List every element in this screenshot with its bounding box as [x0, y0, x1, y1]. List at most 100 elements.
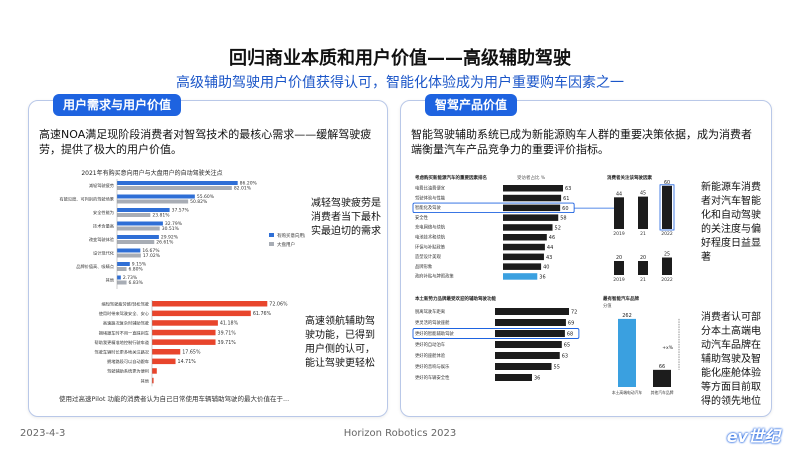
bar — [503, 214, 559, 221]
data-label: 55.60% — [197, 194, 215, 200]
data-label: 32.79% — [165, 221, 183, 227]
data-label: 37.57% — [172, 208, 190, 214]
data-label: 20 — [616, 255, 622, 261]
bar — [117, 226, 160, 231]
category-label: 拥堵路段可以自动跟车 — [107, 358, 149, 365]
data-label: 20 — [640, 255, 646, 261]
bar — [503, 243, 545, 251]
category-label: 充电网络与续航 — [415, 224, 446, 231]
data-label: 72 — [571, 310, 577, 316]
category-label: 政府补贴与牌照政策 — [415, 273, 454, 280]
category-label: 其他 — [106, 277, 115, 284]
bar — [117, 248, 141, 253]
bar — [614, 197, 624, 229]
pilot-note: 高速领航辅助驾驶功能，已得到用户侧的认可，能让驾驶更轻松 — [305, 316, 375, 369]
category-label: 帮助我更精准地控制行驶车道 — [95, 339, 150, 346]
chart-title: 本土新势力品牌最受欢迎的辅助驾驶功能 — [415, 295, 496, 302]
data-label: 30.51% — [162, 226, 180, 232]
data-label: 61 — [563, 196, 569, 202]
category-label: 安全性 — [415, 214, 429, 221]
value-chart-svg: 缩短驾驶疲劳感/轻松驾驶 72.06% 使用时带来驾驶安全、安心 61.76% 高速路况… — [95, 300, 288, 387]
highlight-box — [659, 184, 675, 231]
data-label: 69 — [568, 321, 574, 327]
data-label: 26.61% — [156, 240, 174, 246]
chart-title: 最有智能汽车品牌 — [603, 295, 639, 302]
bar — [117, 280, 127, 285]
category-label: 更好的座舱体验 — [415, 352, 446, 359]
highlight-box — [412, 328, 580, 339]
bar — [495, 308, 569, 315]
tick-label: 2019 — [613, 277, 625, 283]
data-label: 39.71% — [218, 340, 237, 346]
category-label: 驾驶车辆时长更多地关注路况 — [95, 349, 150, 356]
value-chart: 缩短驾驶疲劳感/轻松驾驶 72.06% 使用时带来驾驶安全、安心 61.76% 高速路况… — [47, 298, 305, 390]
product-value-panel: 智驾产品价值 智能驾驶辅助系统已成为新能源购车人群的重要决策依据，成为消费者端衡… — [400, 94, 772, 417]
bar — [117, 275, 121, 280]
data-label: 36 — [539, 274, 545, 280]
data-label: 262 — [622, 313, 632, 319]
tick-label: 21 — [640, 231, 646, 237]
data-label: 66 — [659, 364, 665, 370]
purchase-factor-svg: 考虑购买新能源汽车的重要因素排名 受访者占比 % 电费比油费便宜 63 驾驶体验与性能 6… — [412, 174, 675, 283]
user-value-tab: 用户需求与用户价值 — [53, 94, 182, 116]
category-label: 电费比油费便宜 — [415, 185, 446, 192]
footer-date: 2023-4-3 — [20, 428, 66, 439]
data-label: 44 — [547, 245, 553, 251]
category-label: 造型设计美观 — [415, 253, 441, 260]
bar — [618, 318, 636, 387]
bar — [117, 199, 189, 204]
bar — [152, 377, 154, 384]
bar — [117, 186, 232, 190]
bar — [495, 374, 532, 381]
category-label: 缩短驾驶疲劳感/轻松驾驶 — [102, 301, 150, 308]
bar — [653, 369, 671, 387]
chart-unit: 分值 — [603, 302, 612, 309]
bar — [638, 261, 648, 275]
bar — [503, 234, 547, 241]
category-label: 本土高端电动汽车 — [612, 390, 643, 395]
data-label: 14.71% — [178, 359, 197, 365]
product-value-tab: 智驾产品价值 — [425, 94, 518, 116]
category-label: 智能化及驾驶 — [415, 204, 441, 211]
data-label: 23.81% — [152, 213, 170, 219]
data-label: 58 — [560, 216, 566, 222]
legend-label: 大盘用户 — [277, 241, 295, 248]
chart-title: 消费者关注该驾驶因素 — [607, 174, 652, 181]
data-label: 9.15% — [132, 262, 147, 268]
legend-swatch — [269, 242, 274, 246]
bar — [117, 267, 127, 271]
data-label: 40 — [543, 265, 549, 271]
data-label: 6.80% — [129, 267, 144, 273]
category-label: 电池技术和续航 — [415, 234, 446, 241]
bar — [614, 261, 624, 275]
category-label: 使用时带来驾驶安全、安心 — [99, 310, 150, 317]
tick-label: 2022 — [661, 231, 673, 237]
category-label: 品牌价值高、吸睛点 — [76, 263, 114, 270]
category-label: 高速路况复杂时辅助驾驶 — [103, 320, 150, 327]
tick-label: 2022 — [661, 277, 673, 283]
bar — [503, 253, 544, 261]
user-value-text: 高速NOA满足现阶段消费者对智驾技术的最核心需求——缓解驾驶疲劳，提供了极大的用… — [39, 128, 372, 156]
bar — [117, 221, 163, 226]
bar — [503, 263, 542, 270]
category-label: 更灵活的驾驶座舱 — [415, 319, 450, 326]
focus-chart: 2021年有购买意向用户与大盘用户的自动驾驶关注点 减轻驾驶疲劳 86.20% 82.… — [47, 167, 309, 293]
bar — [662, 185, 672, 229]
data-label: 65 — [564, 343, 570, 349]
bar — [152, 329, 216, 336]
purchase-factor-charts: 考虑购买新能源汽车的重要因素排名 受访者占比 % 电费比油费便宜 63 驾驶体验与性能 6… — [407, 169, 687, 284]
data-label: 39.71% — [218, 330, 237, 336]
data-label: 63 — [562, 354, 568, 360]
bar — [495, 352, 560, 359]
data-label: 45 — [640, 191, 646, 197]
watermark-logo: ev世纪 — [726, 427, 780, 446]
page-subtitle: 高级辅助驾驶用户价值获得认可，智能化体验成为用户重要购车因素之一 — [176, 75, 624, 91]
category-label: 更好的车辆安全性 — [415, 374, 450, 381]
bar — [495, 363, 552, 370]
category-label: 品牌形象 — [415, 263, 433, 270]
bar — [117, 253, 141, 258]
data-label: 17.02% — [143, 253, 161, 259]
data-label: 63 — [565, 186, 571, 192]
category-label: 更好的智能辅助驾驶 — [415, 330, 454, 337]
